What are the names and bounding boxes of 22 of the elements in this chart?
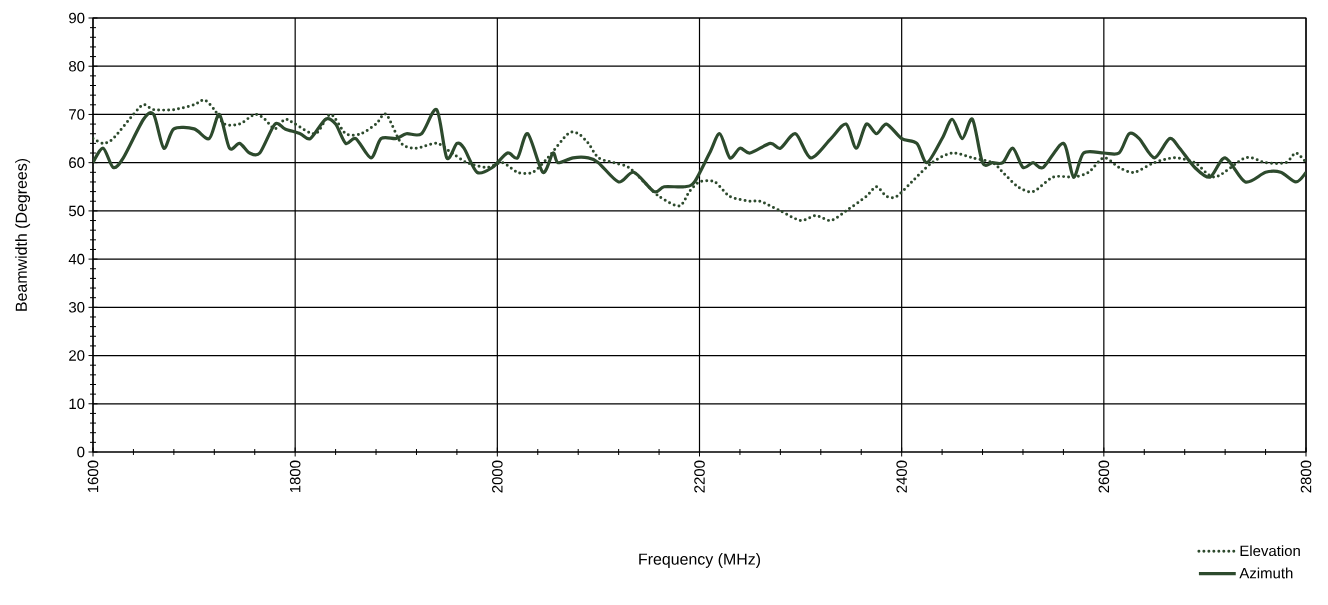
x-tick-label: 2200	[694, 460, 705, 493]
y-tick-label: 0	[77, 446, 85, 458]
y-tick-label: 30	[68, 302, 85, 313]
y-tick-label: 60	[69, 157, 85, 168]
x-tick-label: 2600	[1098, 460, 1110, 493]
y-axis-title: Beamwidth (Degrees)	[15, 158, 31, 311]
line-series	[93, 98, 1307, 223]
y-tick-label: 70	[69, 109, 85, 120]
y-tick-label: 50	[68, 205, 85, 217]
y-tick-label: 20	[69, 350, 85, 361]
y-tick-label: 40	[68, 253, 85, 265]
x-tick-label: 2800	[1300, 460, 1312, 493]
y-tick-label: 90	[69, 12, 85, 24]
y-tick-label: 80	[69, 60, 85, 72]
x-tick-label: 2400	[896, 460, 907, 493]
y-tick-label: 10	[69, 398, 85, 410]
x-axis-title: Frequency (MHz)	[639, 553, 761, 568]
x-tick-label: 1800	[289, 460, 301, 493]
x-tick-label: 1600	[87, 460, 99, 493]
x-tick-label: 2000	[492, 460, 503, 493]
legend-label: Elevation	[1240, 545, 1300, 557]
legend-label: Azimuth	[1239, 567, 1293, 579]
